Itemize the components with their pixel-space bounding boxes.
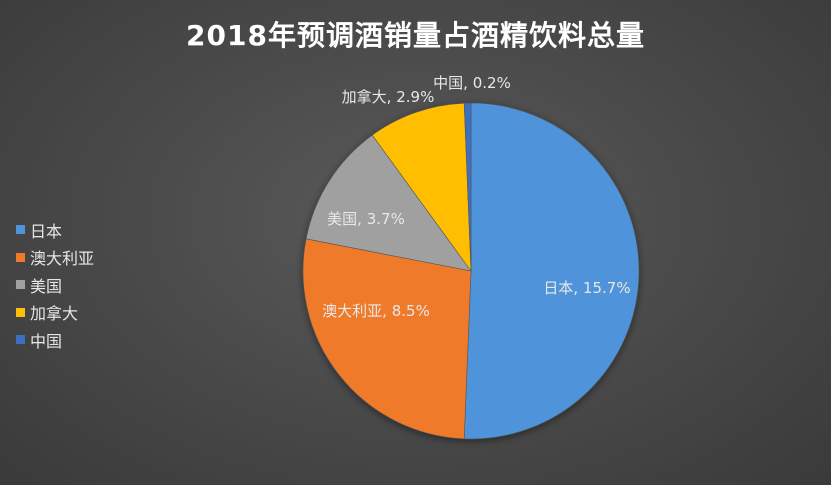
legend-label: 日本	[30, 221, 63, 241]
pie-slice-0	[463, 102, 640, 440]
legend-swatch	[16, 252, 25, 262]
pie-slice-1	[302, 238, 472, 440]
slice-label-3: 加拿大, 2.9%	[342, 88, 435, 106]
slice-label-0: 日本, 15.7%	[543, 279, 630, 297]
legend-swatch	[16, 225, 25, 235]
legend-swatch	[16, 335, 25, 345]
legend-item-2: 美国	[16, 271, 94, 299]
legend-label: 加拿大	[30, 304, 79, 324]
legend-label: 中国	[30, 331, 63, 351]
legend-item-4: 中国	[16, 326, 94, 354]
slice-label-2: 美国, 3.7%	[327, 210, 405, 228]
legend-label: 澳大利亚	[30, 249, 95, 269]
slice-label-4: 中国, 0.2%	[433, 74, 511, 92]
legend-swatch	[16, 307, 25, 317]
legend-swatch	[16, 280, 25, 290]
pie-slice-3	[371, 102, 472, 272]
legend-label: 美国	[30, 276, 63, 296]
legend-item-3: 加拿大	[16, 299, 94, 327]
pie-slice-4	[463, 102, 472, 272]
legend-item-0: 日本	[16, 216, 94, 244]
slice-label-1: 澳大利亚, 8.5%	[322, 302, 430, 320]
pie-slice-2	[305, 134, 472, 272]
chart-title: 2018年预调酒销量占酒精饮料总量	[186, 19, 645, 52]
legend: 日本澳大利亚美国加拿大中国	[16, 216, 94, 354]
legend-item-1: 澳大利亚	[16, 244, 94, 272]
